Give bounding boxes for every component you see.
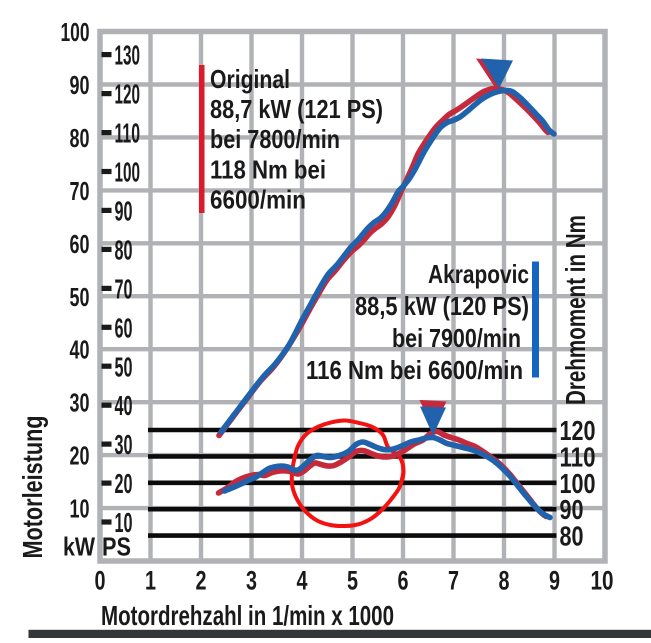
svg-text:70: 70 — [115, 273, 133, 304]
svg-text:bei 7800/min: bei 7800/min — [210, 124, 340, 154]
svg-text:130: 130 — [115, 40, 141, 71]
svg-text:1: 1 — [145, 566, 156, 596]
svg-text:30: 30 — [70, 388, 90, 418]
svg-text:bei 7900/min: bei 7900/min — [392, 323, 521, 353]
svg-text:110: 110 — [115, 118, 141, 149]
svg-text:80: 80 — [560, 521, 584, 552]
svg-text:Drehmoment in Nm: Drehmoment in Nm — [560, 215, 591, 405]
svg-text:88,5 kW (120 PS): 88,5 kW (120 PS) — [355, 291, 529, 321]
svg-text:20: 20 — [115, 468, 133, 499]
svg-text:Original: Original — [210, 64, 290, 94]
svg-text:10: 10 — [70, 494, 90, 524]
svg-text:40: 40 — [70, 335, 90, 365]
svg-text:Motorleistung: Motorleistung — [17, 416, 48, 559]
svg-text:20: 20 — [70, 441, 90, 471]
svg-text:120: 120 — [115, 79, 141, 110]
svg-text:50: 50 — [70, 282, 90, 312]
svg-text:Akrapovic: Akrapovic — [428, 259, 529, 289]
svg-text:70: 70 — [70, 176, 90, 206]
svg-text:88,7 kW (121 PS): 88,7 kW (121 PS) — [210, 94, 383, 124]
svg-text:116 Nm bei 6600/min: 116 Nm bei 6600/min — [306, 355, 523, 385]
svg-text:Motordrehzahl in 1/min x 1000: Motordrehzahl in 1/min x 1000 — [101, 600, 394, 631]
svg-text:3: 3 — [246, 566, 257, 596]
svg-text:80: 80 — [70, 123, 90, 153]
svg-text:7: 7 — [448, 566, 459, 596]
svg-text:2: 2 — [196, 566, 207, 596]
svg-text:10: 10 — [591, 566, 614, 596]
svg-text:118 Nm bei: 118 Nm bei — [210, 154, 326, 184]
svg-text:40: 40 — [115, 390, 133, 421]
svg-text:6600/min: 6600/min — [210, 184, 306, 214]
svg-text:100: 100 — [61, 17, 90, 47]
svg-text:5: 5 — [347, 566, 358, 596]
svg-text:9: 9 — [549, 566, 560, 596]
svg-text:4: 4 — [297, 566, 308, 596]
svg-text:PS: PS — [102, 532, 131, 562]
svg-text:90: 90 — [70, 70, 90, 100]
svg-text:60: 60 — [70, 229, 90, 259]
svg-text:100: 100 — [115, 157, 141, 188]
svg-text:30: 30 — [115, 429, 133, 460]
svg-text:90: 90 — [115, 195, 133, 226]
svg-text:6: 6 — [398, 566, 409, 596]
svg-text:80: 80 — [115, 234, 133, 265]
svg-text:60: 60 — [115, 312, 133, 343]
svg-text:50: 50 — [115, 351, 133, 382]
svg-text:kW: kW — [63, 532, 95, 562]
svg-text:0: 0 — [95, 566, 106, 596]
svg-text:8: 8 — [499, 566, 510, 596]
